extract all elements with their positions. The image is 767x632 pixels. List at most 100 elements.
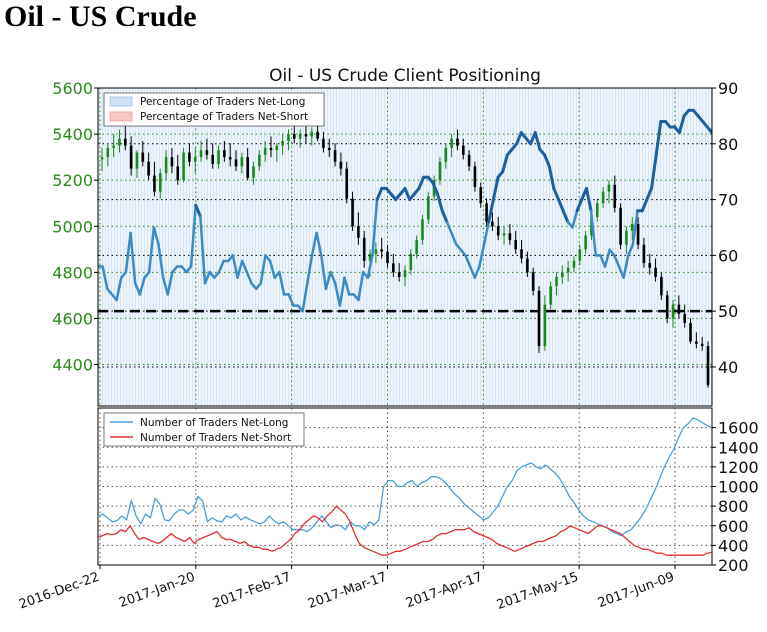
candle-body	[683, 313, 686, 324]
left-tick-label: 4800	[52, 263, 93, 282]
candle-body	[304, 134, 308, 137]
sentiment-band	[218, 88, 225, 406]
sentiment-band	[442, 88, 448, 406]
left-tick-label: 5200	[52, 171, 93, 190]
sentiment-band	[395, 88, 401, 406]
sentiment-band	[298, 88, 304, 406]
candle-body	[164, 157, 168, 174]
sentiment-band	[232, 88, 239, 406]
x-tick-label: 2017-Jun-09	[596, 570, 676, 611]
net-long-pct-segment	[705, 125, 712, 135]
net-long-pct-segment	[561, 209, 570, 224]
percentage-lines	[98, 108, 712, 313]
candle-body	[467, 154, 471, 167]
candle-body	[380, 249, 383, 252]
x-tick-label: 2017-May-15	[495, 570, 581, 613]
net-long-pct-segment	[571, 209, 579, 229]
right-tick-label: 60	[718, 246, 738, 265]
candle-body	[531, 272, 535, 291]
candle-body	[158, 173, 162, 192]
candle-body	[700, 343, 704, 347]
sentiment-band	[274, 88, 281, 406]
sentiment-band	[167, 88, 174, 406]
sentiment-band	[549, 88, 555, 406]
sentiment-band	[339, 88, 346, 406]
net-long-pct-segment	[240, 259, 249, 274]
net-long-pct-segment	[236, 259, 244, 279]
net-long-pct-segment	[473, 265, 481, 279]
candle-body	[561, 272, 564, 277]
sentiment-band	[586, 88, 592, 406]
net-long-pct-segment	[199, 215, 207, 285]
sentiment-band	[684, 88, 690, 406]
left-tick-label: 4400	[52, 356, 93, 375]
net-long-pct-segment	[589, 209, 597, 257]
right-tick-label: 90	[718, 79, 738, 98]
net-long-pct-segment	[622, 254, 630, 279]
sentiment-band	[451, 88, 457, 406]
sentiment-band	[535, 88, 541, 406]
sentiment-band	[181, 88, 187, 406]
candle-body	[496, 226, 500, 236]
candle-body	[397, 272, 401, 277]
bottom-right-tick-label: 1600	[718, 419, 759, 438]
net-long-pct-segment	[333, 282, 342, 307]
sentiment-band	[702, 88, 708, 406]
right-tick-label: 80	[718, 135, 738, 154]
net-long-pct-segment	[147, 226, 156, 274]
sentiment-band	[632, 88, 639, 406]
candle-body	[322, 138, 325, 148]
candle-body	[677, 304, 681, 314]
net-long-pct-segment	[320, 254, 328, 291]
candle-body	[193, 157, 197, 162]
net-long-pct-segment	[217, 259, 225, 274]
candle-body	[508, 233, 512, 241]
net-long-pct-segment	[101, 265, 109, 291]
sentiment-band	[102, 88, 108, 406]
left-tick-label: 5600	[52, 79, 93, 98]
x-tick-label: 2017-Apr-17	[404, 570, 485, 612]
page-heading: Oil - US Crude	[4, 0, 197, 33]
sentiment-band	[237, 88, 243, 406]
candle-body	[706, 346, 710, 386]
candle-body	[368, 253, 372, 261]
right-tick-label: 70	[718, 191, 738, 210]
sentiment-band	[428, 88, 434, 406]
candle-body	[625, 230, 628, 245]
candle-body	[141, 152, 145, 162]
left-tick-label: 5000	[52, 217, 93, 236]
candle-body	[228, 157, 232, 160]
net-long-pct-segment	[631, 209, 639, 246]
candle-body	[351, 198, 354, 227]
sentiment-band	[563, 88, 569, 406]
candle-body	[526, 258, 529, 273]
chart-title: Oil - US Crude Client Positioning	[269, 66, 541, 86]
net-long-pct-segment	[115, 276, 123, 302]
sentiment-band	[707, 88, 712, 406]
sentiment-band	[525, 88, 532, 406]
sentiment-band	[307, 88, 313, 406]
sentiment-band	[344, 88, 350, 406]
net-long-pct-segment	[157, 242, 165, 279]
candle-body	[450, 138, 453, 148]
net-long-pct-segment	[640, 198, 649, 213]
top-panel-frame	[97, 87, 713, 407]
candle-body	[106, 147, 110, 158]
net-long-pct-segment	[450, 231, 458, 246]
net-long-pct-segment	[445, 220, 453, 235]
candle-body	[584, 235, 587, 250]
net-long-pct-segment	[301, 282, 309, 313]
net-long-pct-segment	[677, 114, 686, 135]
net-long-pct-segment	[231, 254, 239, 279]
net-long-pct-segment	[575, 198, 584, 213]
sentiment-band	[256, 88, 262, 406]
candle-body	[578, 249, 582, 261]
candle-body	[240, 157, 244, 167]
sentiment-band	[521, 88, 527, 406]
net-long-pct-segment	[152, 226, 160, 246]
net-long-pct-segment	[417, 175, 426, 190]
sentiment-band	[618, 88, 625, 406]
legend-count-long-label: Number of Traders Net-Long	[140, 417, 288, 429]
net-long-pct-segment	[375, 186, 384, 202]
